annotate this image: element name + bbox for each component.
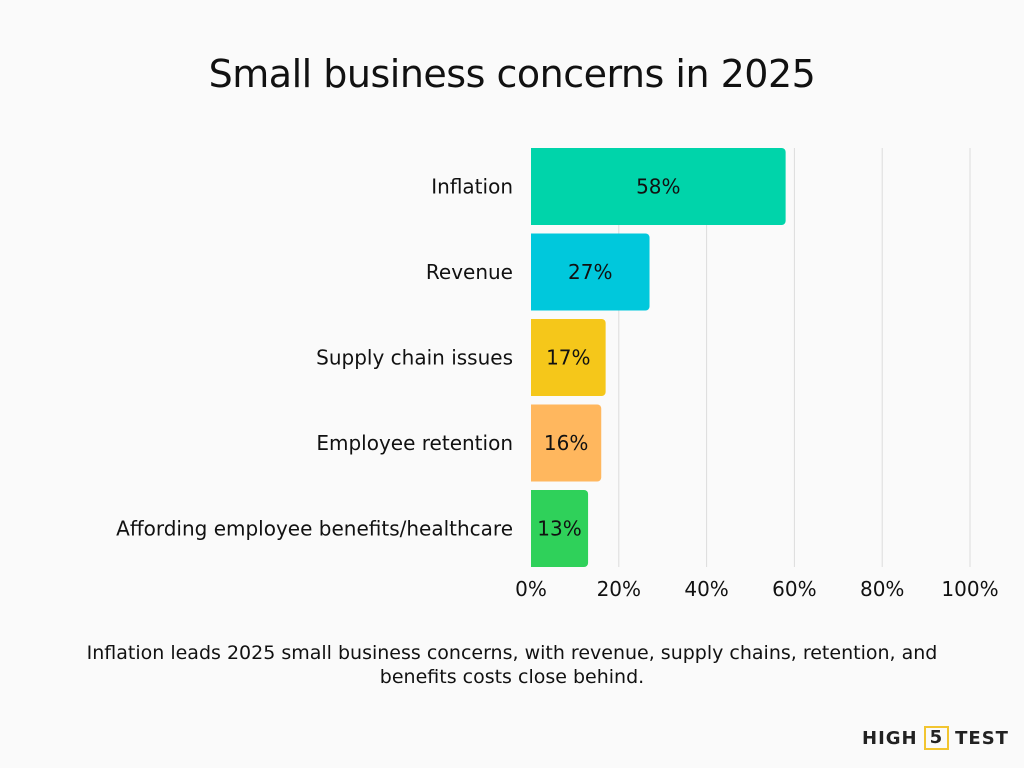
category-label: Revenue (426, 260, 513, 284)
bar-data-label: 13% (537, 517, 581, 541)
x-tick-label: 40% (684, 577, 728, 601)
axis-mask (524, 148, 531, 573)
x-tick-label: 80% (860, 577, 904, 601)
logo-text-left: HIGH (862, 727, 918, 749)
category-label: Inflation (431, 175, 513, 199)
x-tick-label: 100% (941, 577, 998, 601)
bar (525, 233, 650, 311)
category-label: Affording employee benefits/healthcare (116, 517, 513, 541)
bar (525, 404, 602, 482)
bar-chart: 0% 20% 40% 60% 80% 100% 58% Inflation 27% Revenue… (116, 148, 999, 601)
chart-caption: Inflation leads 2025 small business conc… (86, 642, 938, 688)
bar-data-label: 17% (546, 346, 590, 370)
logo-text-right: TEST (955, 727, 1009, 749)
logo-five-box: 5 (923, 726, 950, 750)
bar (525, 148, 786, 225)
chart-title: Small business concerns in 2025 (208, 52, 816, 96)
category-label: Supply chain issues (316, 346, 513, 370)
bar (525, 490, 589, 567)
x-tick-label: 20% (597, 577, 641, 601)
bar-data-label: 27% (568, 260, 612, 284)
category-label: Employee retention (316, 431, 513, 455)
x-tick-label: 0% (515, 577, 547, 601)
bar-data-label: 58% (636, 175, 680, 199)
x-tick-label: 60% (772, 577, 816, 601)
bar-data-label: 16% (544, 431, 588, 455)
brand-logo: HIGH 5 TEST (862, 726, 1009, 750)
bar (525, 319, 606, 396)
